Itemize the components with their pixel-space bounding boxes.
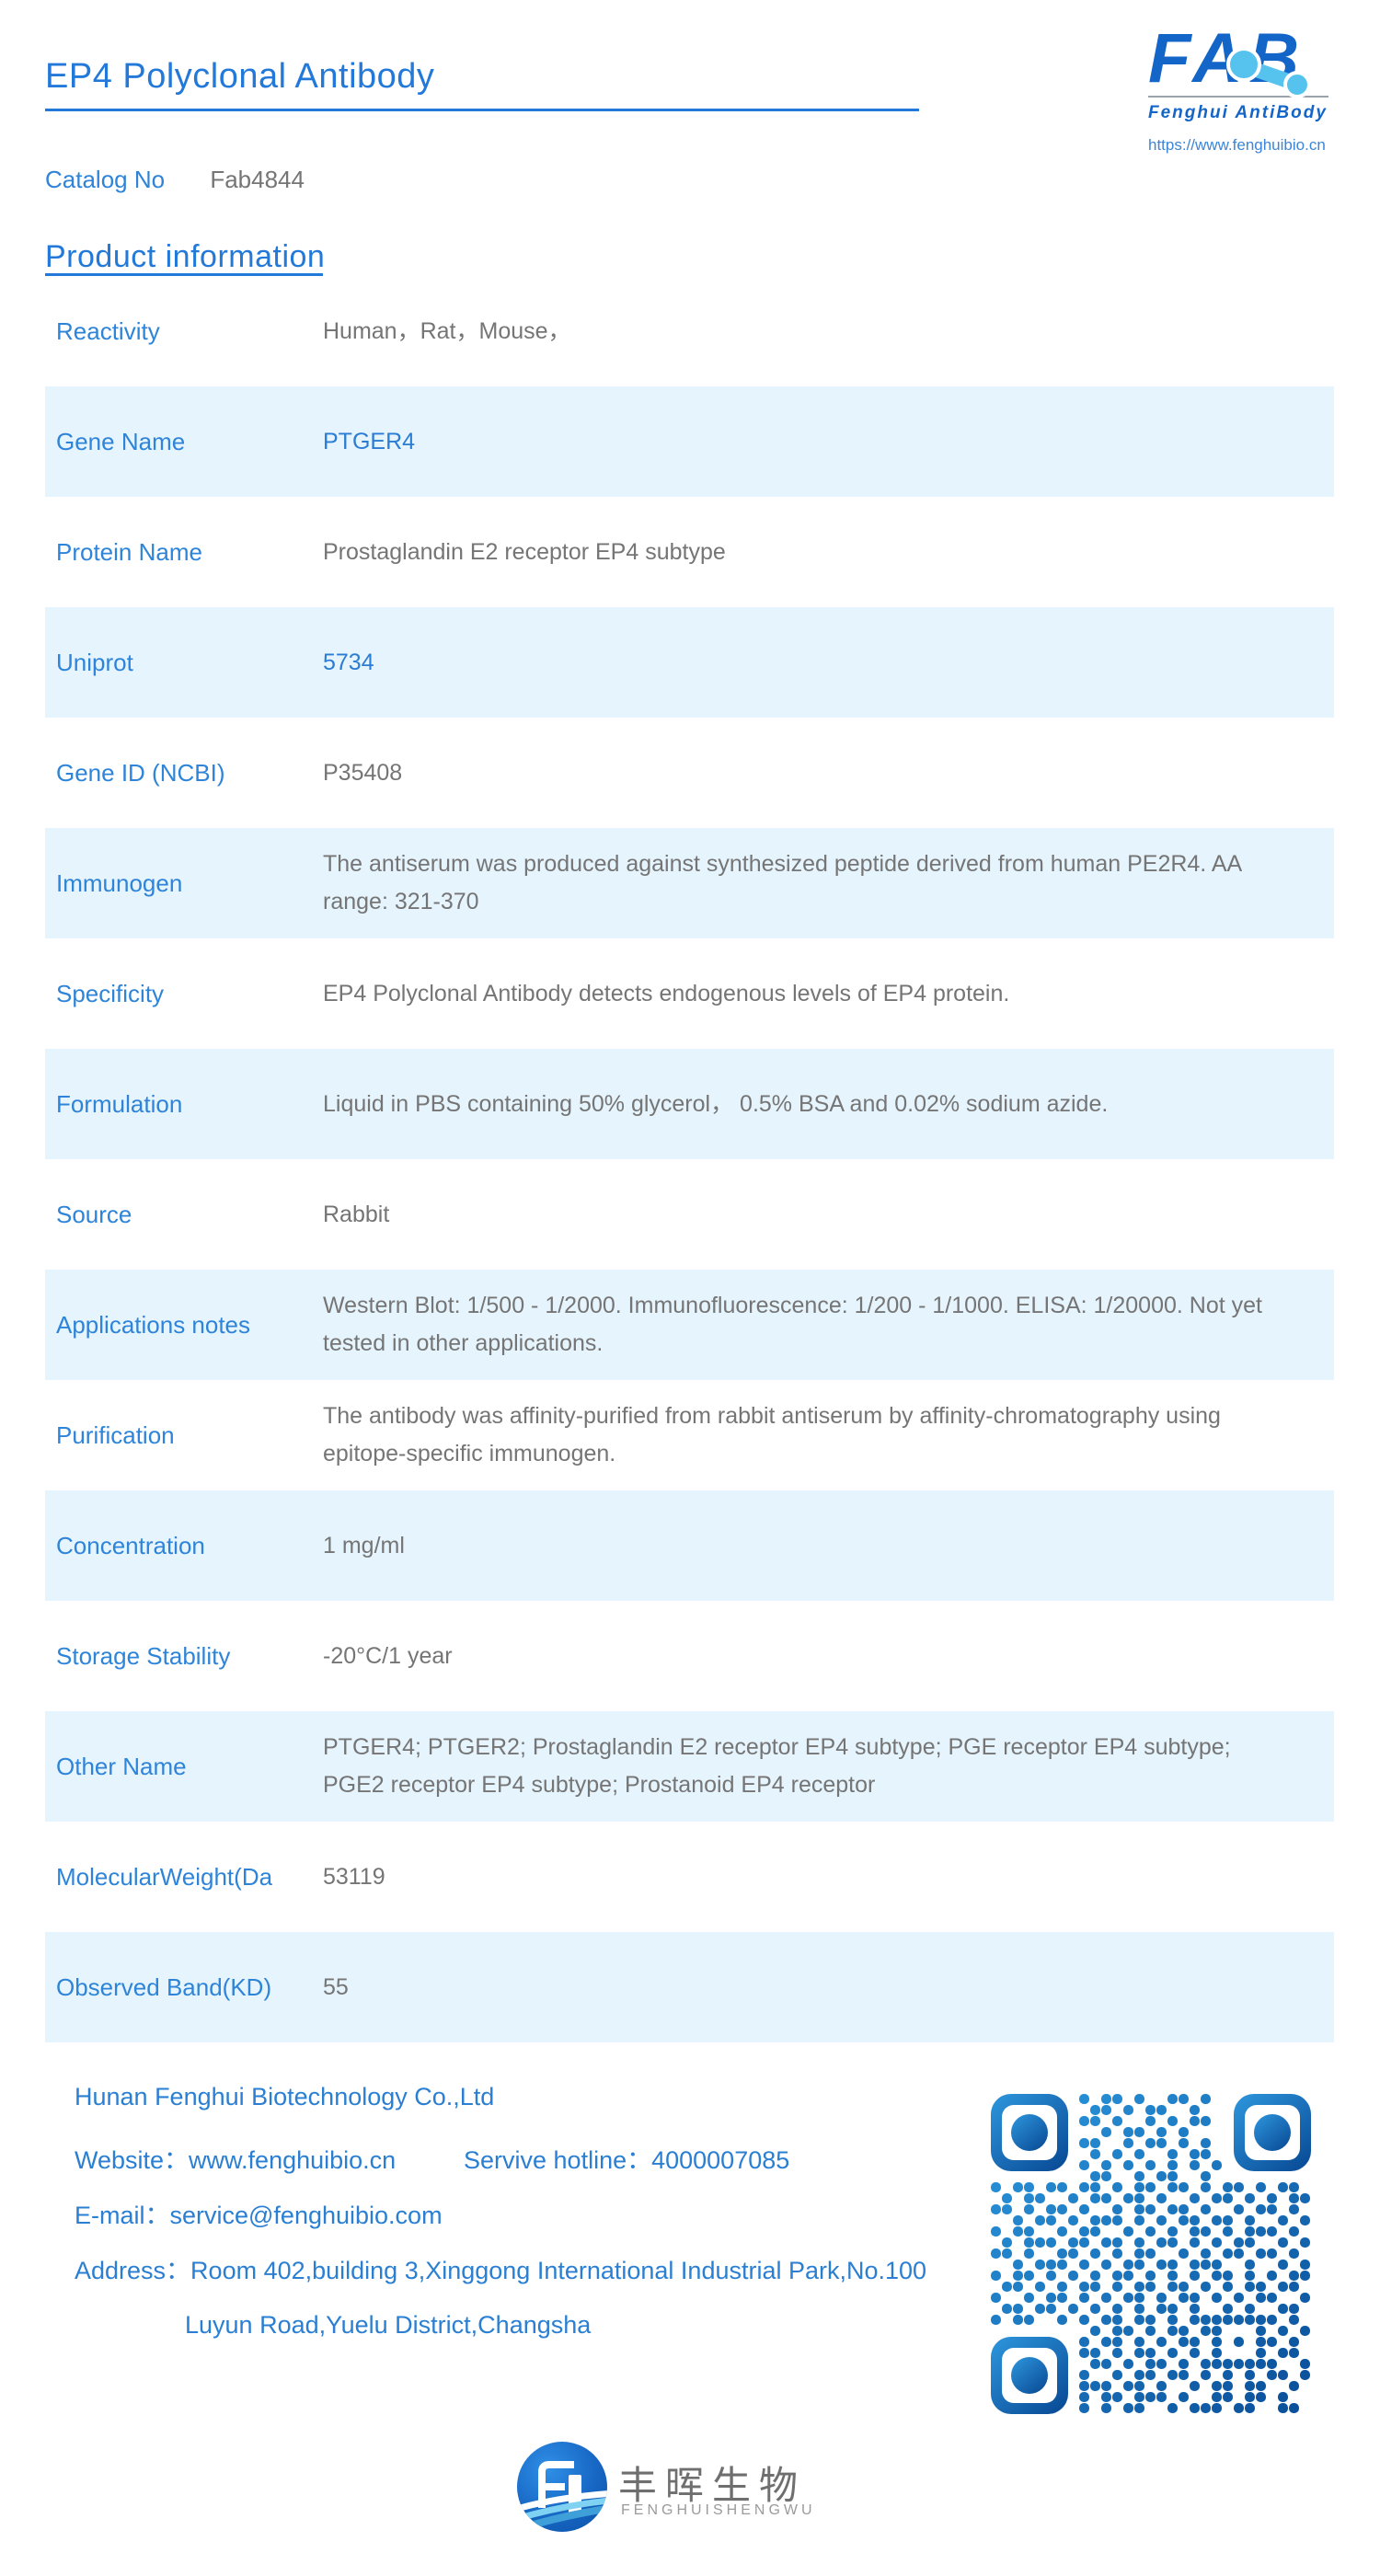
footer-website[interactable]: Website：www.fenghuibio.cn bbox=[75, 2146, 397, 2174]
row-label: MolecularWeight(Da bbox=[56, 1862, 273, 1891]
table-row: Purification The antibody was affinity-p… bbox=[45, 1380, 1334, 1490]
footer-hotline: Servive hotline：4000007085 bbox=[464, 2146, 790, 2174]
row-value: P35408 bbox=[323, 759, 403, 786]
title-divider bbox=[45, 109, 919, 111]
company-logo-icon bbox=[517, 2442, 607, 2532]
company-logo-en-name: FENGHUISHENGWU bbox=[621, 2502, 816, 2518]
row-label: Formulation bbox=[56, 1089, 183, 1118]
row-label: Applications notes bbox=[56, 1310, 251, 1339]
fab-logo: FAB Fenghui AntiBody https://www.fenghui… bbox=[1148, 24, 1346, 155]
row-value: PTGER4; PTGER2; Prostaglandin E2 recepto… bbox=[323, 1734, 1231, 1798]
table-row: Applications notes Western Blot: 1/500 -… bbox=[45, 1270, 1334, 1380]
table-row: Reactivity Human，Rat，Mouse， bbox=[45, 276, 1334, 386]
row-value: Western Blot: 1/500 - 1/2000. Immunofluo… bbox=[323, 1293, 1262, 1356]
section-title: Product information bbox=[45, 239, 326, 274]
footer-company: Hunan Fenghui Biotechnology Co.,Ltd bbox=[75, 2083, 495, 2110]
logo-url[interactable]: https://www.fenghuibio.cn bbox=[1148, 136, 1326, 154]
table-row: Gene Name PTGER4 bbox=[45, 386, 1334, 497]
row-value: The antibody was affinity-purified from … bbox=[323, 1403, 1221, 1466]
row-label: Concentration bbox=[56, 1531, 205, 1559]
footer-address-line1: Address：Room 402,building 3,Xinggong Int… bbox=[75, 2257, 927, 2284]
table-row: Specificity EP4 Polyclonal Antibody dete… bbox=[45, 938, 1334, 1049]
table-row: Gene ID (NCBI) P35408 bbox=[45, 718, 1334, 828]
table-row: Concentration 1 mg/ml bbox=[45, 1490, 1334, 1601]
row-label: Specificity bbox=[56, 979, 165, 1007]
row-value: 1 mg/ml bbox=[323, 1532, 405, 1558]
table-row: Observed Band(KD) 55 bbox=[45, 1932, 1334, 2042]
row-label: Purification bbox=[56, 1420, 175, 1449]
row-label: Reactivity bbox=[56, 316, 160, 345]
qr-finder-top-left bbox=[991, 2094, 1068, 2171]
qr-finder-top-right bbox=[1234, 2094, 1311, 2171]
row-value: The antiserum was produced against synth… bbox=[323, 851, 1241, 914]
page-title: EP4 Polyclonal Antibody bbox=[45, 57, 435, 96]
table-row: Other Name PTGER4; PTGER2; Prostaglandin… bbox=[45, 1711, 1334, 1822]
table-row: Storage Stability -20°C/1 year bbox=[45, 1601, 1334, 1711]
table-row: Protein Name Prostaglandin E2 receptor E… bbox=[45, 497, 1334, 607]
logo-divider bbox=[1148, 96, 1328, 98]
row-value: Human，Rat，Mouse， bbox=[323, 317, 571, 344]
row-label: Other Name bbox=[56, 1752, 187, 1780]
table-row: Immunogen The antiserum was produced aga… bbox=[45, 828, 1334, 938]
row-value: Prostaglandin E2 receptor EP4 subtype bbox=[323, 538, 726, 565]
table-row: Source Rabbit bbox=[45, 1159, 1334, 1270]
footer-email[interactable]: E-mail：service@fenghuibio.com bbox=[75, 2202, 443, 2229]
catalog-row: Catalog No Fab4844 bbox=[45, 166, 305, 194]
catalog-value: Fab4844 bbox=[210, 166, 305, 193]
company-logo: 丰晖生物 FENGHUISHENGWU bbox=[517, 2442, 848, 2543]
row-label: Gene Name bbox=[56, 427, 186, 455]
row-value: Liquid in PBS containing 50% glycerol， 0… bbox=[323, 1090, 1109, 1117]
row-label: Immunogen bbox=[56, 868, 183, 897]
catalog-label: Catalog No bbox=[45, 166, 166, 193]
row-value: Rabbit bbox=[323, 1201, 390, 1227]
row-label: Gene ID (NCBI) bbox=[56, 758, 225, 787]
logo-brand-name: Fenghui AntiBody bbox=[1148, 103, 1328, 122]
row-label: Protein Name bbox=[56, 537, 202, 566]
row-label: Storage Stability bbox=[56, 1641, 231, 1670]
table-row: Uniprot 5734 bbox=[45, 607, 1334, 718]
row-label: Uniprot bbox=[56, 648, 133, 676]
gene-name-link[interactable]: PTGER4 bbox=[323, 428, 416, 454]
molecule-icon bbox=[1226, 47, 1311, 98]
row-value: -20°C/1 year bbox=[323, 1642, 453, 1669]
uniprot-link[interactable]: 5734 bbox=[323, 649, 374, 675]
qr-finder-bottom-left bbox=[991, 2337, 1068, 2414]
row-label: Observed Band(KD) bbox=[56, 1972, 272, 2001]
row-value: 55 bbox=[323, 1973, 349, 2000]
table-row: MolecularWeight(Da 53119 bbox=[45, 1822, 1334, 1932]
section-divider bbox=[45, 273, 323, 276]
company-logo-cn-name: 丰晖生物 bbox=[618, 2464, 807, 2507]
row-value: 53119 bbox=[323, 1863, 385, 1890]
product-info-table: Reactivity Human，Rat，Mouse， Gene Name PT… bbox=[45, 276, 1334, 2042]
qr-code bbox=[991, 2094, 1311, 2414]
table-row: Formulation Liquid in PBS containing 50%… bbox=[45, 1049, 1334, 1159]
row-value: EP4 Polyclonal Antibody detects endogeno… bbox=[323, 980, 1010, 1006]
row-label: Source bbox=[56, 1200, 132, 1228]
footer-website-line: Website：www.fenghuibio.cn Servive hotlin… bbox=[75, 2140, 789, 2176]
footer-address-line2: Luyun Road,Yuelu District,Changsha bbox=[185, 2311, 592, 2339]
